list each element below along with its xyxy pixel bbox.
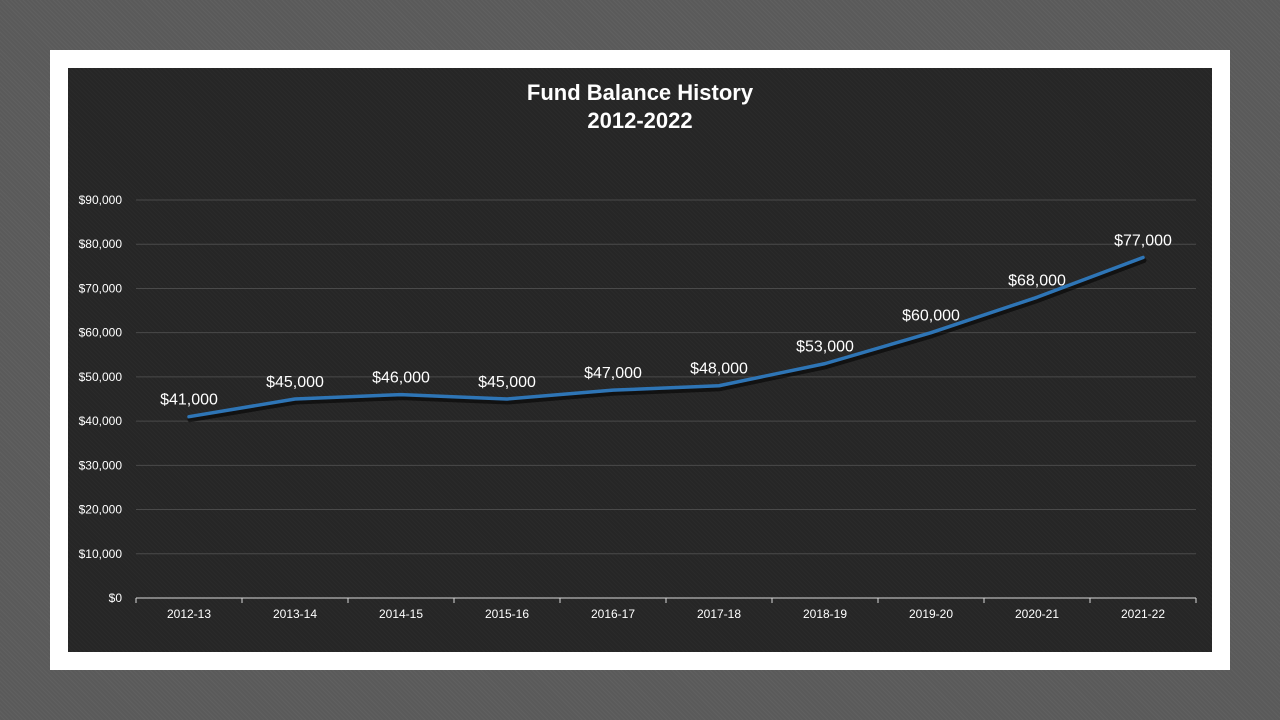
data-label: $53,000: [796, 339, 854, 356]
series-line-shadow: [187, 257, 1147, 423]
y-tick-label: $70,000: [79, 281, 123, 295]
x-axis-tick-labels: 2012-13 2013-14 2014-15 2015-16 2016-17 2017-…: [167, 607, 1165, 621]
y-tick-label: $0: [109, 591, 123, 605]
series-layer: [187, 255, 1147, 423]
y-axis-tick-labels: $0 $10,000 $20,000 $30,000 $40,000 $50,000 $60…: [79, 193, 123, 605]
y-tick-label: $40,000: [79, 414, 123, 428]
x-tick-label: 2017-18: [697, 607, 741, 621]
x-tick-label: 2012-13: [167, 607, 211, 621]
x-tick-label: 2015-16: [485, 607, 529, 621]
data-label: $68,000: [1008, 272, 1066, 289]
data-label: $60,000: [902, 308, 960, 325]
data-label: $45,000: [478, 374, 536, 391]
axes: [135, 597, 1197, 603]
gridlines: [136, 199, 1196, 555]
data-labels: $41,000 $45,000 $46,000 $45,000 $47,000 $48,0…: [160, 232, 1172, 408]
data-label: $41,000: [160, 392, 218, 409]
y-tick-label: $20,000: [79, 503, 123, 517]
x-tick-label: 2018-19: [803, 607, 847, 621]
y-tick-label: $10,000: [79, 547, 123, 561]
y-tick-label: $90,000: [79, 193, 123, 207]
y-tick-label: $80,000: [79, 237, 123, 251]
x-tick-label: 2020-21: [1015, 607, 1059, 621]
data-label: $77,000: [1114, 232, 1172, 249]
x-tick-label: 2021-22: [1121, 607, 1165, 621]
data-label: $47,000: [584, 365, 642, 382]
y-tick-label: $30,000: [79, 458, 123, 472]
chart-title: Fund Balance History: [527, 80, 754, 105]
x-tick-label: 2016-17: [591, 607, 635, 621]
series-line: [187, 255, 1145, 419]
data-label: $48,000: [690, 361, 748, 378]
y-tick-label: $50,000: [79, 370, 123, 384]
line-chart: Fund Balance History 2012-2022 $0 $10,000…: [79, 80, 1197, 621]
y-tick-label: $60,000: [79, 326, 123, 340]
chart-panel: Fund Balance History 2012-2022 $0 $10,000…: [68, 68, 1212, 652]
x-tick-label: 2019-20: [909, 607, 953, 621]
x-tick-label: 2014-15: [379, 607, 423, 621]
chart-subtitle: 2012-2022: [587, 108, 692, 133]
data-label: $45,000: [266, 374, 324, 391]
x-tick-label: 2013-14: [273, 607, 317, 621]
data-label: $46,000: [372, 370, 430, 387]
